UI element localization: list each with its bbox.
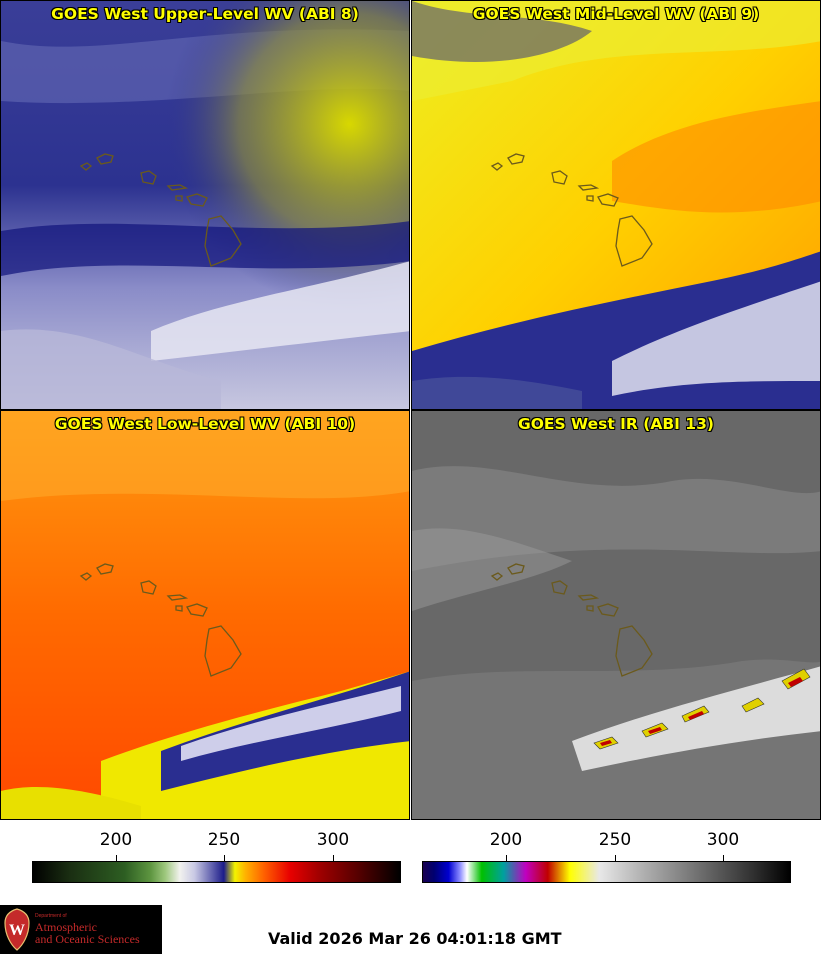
tick-label: 300 (316, 830, 350, 850)
low-level-wv-image (1, 411, 409, 819)
logo-line-department: Department of (35, 913, 67, 919)
tick-label: 250 (207, 830, 241, 850)
crest-icon: W (4, 908, 30, 951)
tick-mark (615, 855, 616, 861)
coastline-overlay (490, 563, 653, 677)
logo-line-oceanic: and Oceanic Sciences (35, 932, 140, 946)
left-colorbar-ticks: 200 250 300 (0, 826, 411, 861)
coastline-overlay (79, 153, 242, 267)
tick-mark (506, 855, 507, 861)
mid-level-wv-panel: GOES West Mid-Level WV (ABI 9) (411, 0, 821, 410)
ir-panel: GOES West IR (ABI 13) (411, 410, 821, 820)
tick-mark (333, 855, 334, 861)
tick-label: 200 (99, 830, 133, 850)
right-colorbar (422, 861, 791, 883)
tick-mark (224, 855, 225, 861)
right-colorbar-ticks: 200 250 300 (0, 826, 822, 861)
low-level-wv-panel: GOES West Low-Level WV (ABI 10) (0, 410, 410, 820)
mid-level-wv-image (412, 1, 820, 409)
panel-title: GOES West IR (ABI 13) (518, 415, 714, 433)
tick-label: 250 (598, 830, 632, 850)
logo-line-atmospheric: Atmospheric (35, 920, 97, 934)
panel-title: GOES West Upper-Level WV (ABI 8) (51, 5, 359, 23)
upper-level-wv-image (1, 1, 409, 409)
svg-text:W: W (9, 922, 25, 939)
panel-title: GOES West Low-Level WV (ABI 10) (54, 415, 356, 433)
tick-label: 300 (706, 830, 740, 850)
tick-label: 200 (489, 830, 523, 850)
valid-time: Valid 2026 Mar 26 04:01:18 GMT (268, 929, 562, 948)
aos-logo: W Department of Atmospheric and Oceanic … (0, 905, 162, 954)
left-colorbar (32, 861, 401, 883)
upper-level-wv-panel: GOES West Upper-Level WV (ABI 8) (0, 0, 410, 410)
coastline-overlay (490, 153, 653, 267)
panel-title: GOES West Mid-Level WV (ABI 9) (472, 5, 760, 23)
ir-image (412, 411, 820, 819)
tick-mark (723, 855, 724, 861)
coastline-overlay (79, 563, 242, 677)
tick-mark (116, 855, 117, 861)
